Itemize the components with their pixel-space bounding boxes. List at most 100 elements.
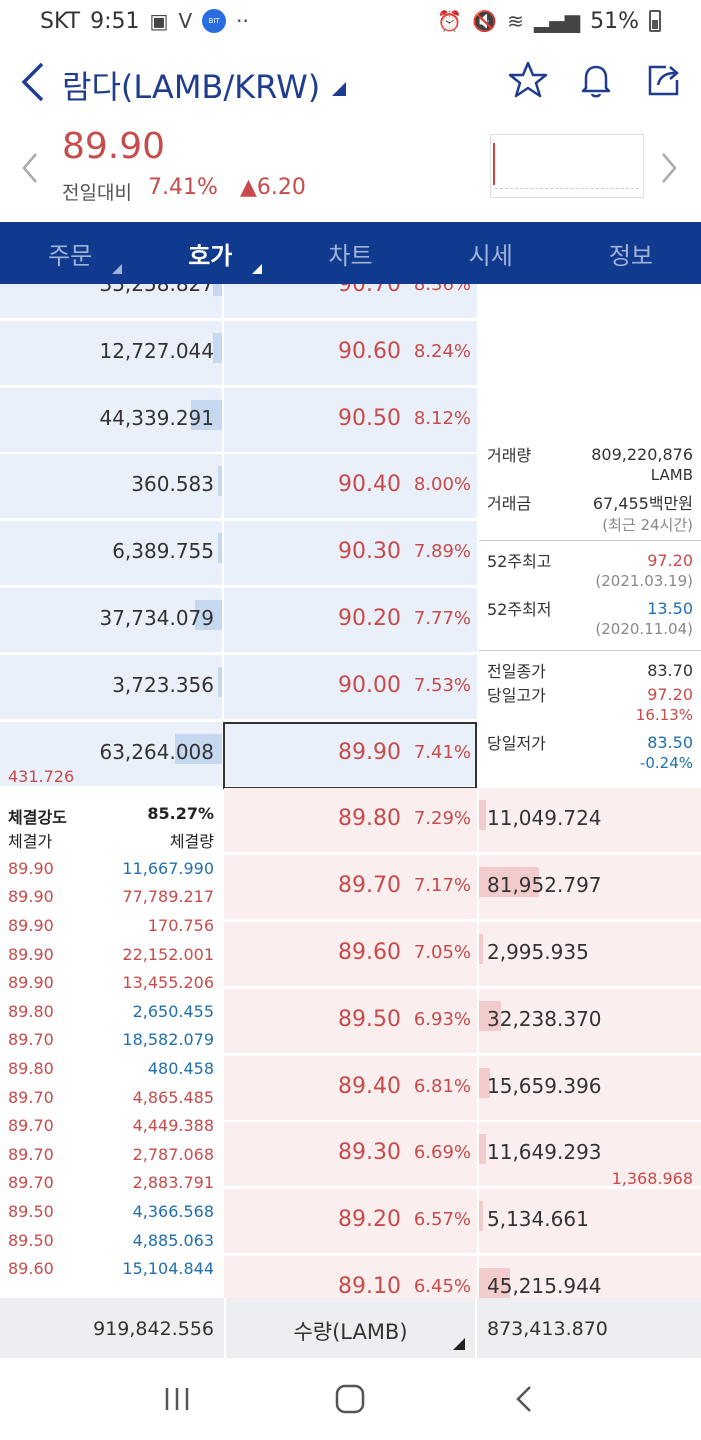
next-coin-button[interactable]: [659, 150, 679, 195]
prev-coin-button[interactable]: [20, 150, 40, 195]
back-button[interactable]: [18, 60, 58, 104]
trade-price: 89.70: [8, 1030, 54, 1050]
day-low-label: 당일저가: [487, 734, 546, 753]
unit-select-button[interactable]: 수량(LAMB): [224, 1298, 477, 1358]
bid-price-cell[interactable]: 89.50 6.93%: [224, 988, 477, 1054]
ask-price-cell[interactable]: 90.70 8.36%: [224, 284, 477, 319]
bid-price-cell[interactable]: 89.80 7.29%: [224, 788, 477, 854]
bid-price-cell[interactable]: 89.40 6.81%: [224, 1055, 477, 1121]
trade-price-header: 체결가: [8, 832, 53, 851]
bid-price: 89.10: [338, 1274, 401, 1298]
bid-price: 89.60: [338, 940, 401, 965]
ask-price-cell[interactable]: 89.90 7.41%: [224, 721, 477, 787]
tab-order[interactable]: 주문: [0, 222, 140, 284]
bid-total: 873,413.870: [479, 1298, 701, 1358]
ask-price-cell[interactable]: 90.30 7.89%: [224, 521, 477, 587]
ask-rate: 8.00%: [413, 474, 471, 496]
bid-volume-bar: [479, 1201, 484, 1232]
tab-chart[interactable]: 차트: [280, 222, 420, 284]
trade-row: 89.70 4,865.485: [8, 1083, 214, 1112]
day-high-rate: 16.13%: [635, 706, 693, 724]
bid-price-cell[interactable]: 89.20 6.57%: [224, 1189, 477, 1255]
ask-row[interactable]: 6,389.755 90.30 7.89%: [0, 521, 701, 587]
market-title[interactable]: 람다(LAMB/KRW): [62, 68, 321, 106]
mini-chart[interactable]: [490, 134, 644, 198]
trade-qty: 2,883.791: [132, 1173, 214, 1193]
divider: [479, 650, 701, 651]
bid-row[interactable]: 89.30 6.69% 11,649.293: [0, 1122, 701, 1188]
ask-row[interactable]: 360.583 90.40 8.00%: [0, 454, 701, 520]
ask-qty-cell: 37,734.079: [0, 588, 222, 653]
trade-price: 89.50: [8, 1201, 54, 1221]
ask-price-cell[interactable]: 90.40 8.00%: [224, 454, 477, 520]
ask-price-cell[interactable]: 90.50 8.12%: [224, 387, 477, 453]
bid-price: 89.50: [338, 1006, 401, 1032]
mini-chart-line: [493, 143, 495, 185]
trade-row: 89.70 2,787.068: [8, 1140, 214, 1169]
trade-row: 89.50 4,366.568: [8, 1197, 214, 1226]
trade-price: 89.80: [8, 1001, 54, 1021]
bid-row[interactable]: 89.80 7.29% 11,049.724: [0, 788, 701, 854]
high52-label: 52주최고: [487, 552, 552, 571]
bid-price-cell[interactable]: 89.70 7.17%: [224, 855, 477, 921]
ask-row[interactable]: 3,723.356 90.00 7.53%: [0, 654, 701, 721]
bid-price-cell[interactable]: 89.10 6.45%: [224, 1256, 477, 1298]
bid-row[interactable]: 89.70 7.17% 81,952.797: [0, 855, 701, 921]
bid-total-value: 873,413.870: [487, 1318, 608, 1340]
chevron-left-icon: [21, 62, 44, 102]
bid-price-cell[interactable]: 89.60 7.05%: [224, 922, 477, 987]
ask-price-cell[interactable]: 90.00 7.53%: [224, 654, 477, 720]
ask-price-cell[interactable]: 90.20 7.77%: [224, 588, 477, 653]
bid-volume-bar: [479, 1268, 511, 1298]
bid-qty-cell: 32,238.370: [479, 988, 701, 1054]
ask-price: 90.00: [338, 672, 401, 698]
home-button[interactable]: [320, 1374, 380, 1424]
bid-qty-cell: 45,215.944: [479, 1256, 701, 1298]
bid-qty: 81,952.797: [487, 873, 602, 898]
bid-under-value: 1,368.968: [611, 1169, 693, 1188]
trade-row: 89.70 18,582.079: [8, 1026, 214, 1055]
prev-close-value: 83.70: [647, 660, 693, 680]
system-back-button[interactable]: [494, 1374, 554, 1424]
ask-row[interactable]: 37,734.079 90.20 7.77%: [0, 588, 701, 654]
trade-row: 89.90 77,789.217: [8, 883, 214, 912]
ask-qty: 3,723.356: [112, 672, 214, 697]
ask-row[interactable]: 12,727.044 90.60 8.24%: [0, 320, 701, 387]
battery-icon: [649, 10, 661, 32]
volume-label: 거래량: [487, 446, 532, 465]
favorite-star-button[interactable]: [508, 60, 552, 104]
bid-row[interactable]: 89.50 6.93% 32,238.370: [0, 988, 701, 1055]
ask-rate: 7.89%: [413, 541, 471, 563]
trade-row: 89.90 11,667.990: [8, 854, 214, 883]
tab-info[interactable]: 정보: [561, 222, 701, 284]
ask-row[interactable]: 44,339.291 90.50 8.12%: [0, 387, 701, 454]
status-bar: SKT 9:51 ▣ V BIT ·· ⏰ 🔇 ≋ ▂▄▆ 51%: [0, 0, 701, 42]
bid-row[interactable]: 89.10 6.45% 45,215.944: [0, 1256, 701, 1298]
ask-total-value: 919,842.556: [93, 1318, 214, 1340]
amount-label: 거래금: [487, 494, 532, 513]
bid-row[interactable]: 89.60 7.05% 2,995.935: [0, 922, 701, 988]
ask-rate: 8.12%: [413, 407, 471, 429]
bid-row[interactable]: 89.40 6.81% 15,659.396: [0, 1055, 701, 1122]
ask-price-cell[interactable]: 90.60 8.24%: [224, 320, 477, 386]
market-select-caret-icon[interactable]: [332, 82, 346, 96]
share-button[interactable]: [644, 60, 688, 104]
ask-volume-bar: [217, 466, 222, 497]
bid-price-cell[interactable]: 89.30 6.69%: [224, 1122, 477, 1188]
ask-qty-cell: 35,258.827: [0, 284, 222, 319]
bid-qty-cell: 15,659.396: [479, 1055, 701, 1121]
tab-orderbook[interactable]: 호가: [140, 222, 280, 284]
totals-bar: 919,842.556 수량(LAMB) 873,413.870: [0, 1298, 701, 1358]
amount-value: 67,455백만원: [592, 494, 693, 513]
tab-market-price[interactable]: 시세: [421, 222, 561, 284]
recent-apps-button[interactable]: [147, 1374, 207, 1424]
bid-row[interactable]: 89.20 6.57% 5,134.661: [0, 1189, 701, 1255]
period-note: (최근 24시간): [602, 516, 693, 534]
bid-qty-cell: 81,952.797: [479, 855, 701, 921]
ask-row[interactable]: 63,264.008 89.90 7.41%: [0, 721, 701, 789]
ask-row[interactable]: 35,258.827 90.70 8.36%: [0, 284, 701, 320]
trade-price: 89.90: [8, 944, 54, 964]
ask-volume-bar: [175, 733, 222, 764]
alert-bell-button[interactable]: [576, 60, 620, 104]
header: 람다(LAMB/KRW): [0, 50, 701, 120]
